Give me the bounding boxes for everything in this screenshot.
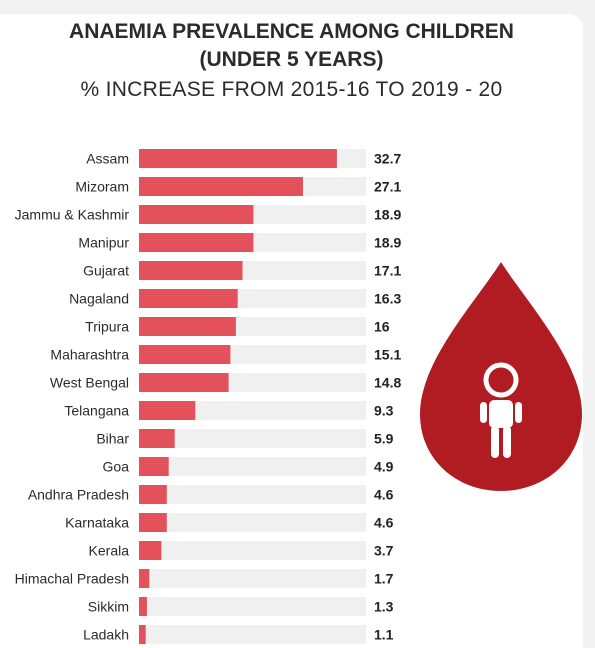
value-label: 3.7	[374, 543, 394, 559]
category-label: Tripura	[85, 319, 129, 335]
value-label: 4.6	[374, 515, 394, 531]
category-label: Manipur	[78, 235, 129, 251]
child-right-arm	[515, 402, 522, 423]
child-right-leg	[503, 426, 511, 458]
category-label: Jammu & Kashmir	[15, 207, 130, 223]
category-label: Andhra Pradesh	[28, 487, 129, 503]
bar	[139, 289, 238, 308]
category-label: West Bengal	[50, 375, 129, 391]
category-label: Gujarat	[83, 263, 129, 279]
bar	[139, 485, 167, 504]
bar	[139, 513, 167, 532]
bar	[139, 597, 147, 616]
chart-subtitle: % INCREASE FROM 2015-16 TO 2019 - 20	[80, 78, 503, 101]
value-label: 14.8	[374, 375, 401, 391]
bar-track	[139, 485, 366, 504]
bar	[139, 541, 162, 560]
value-label: 1.1	[374, 627, 394, 643]
category-label: Himachal Pradesh	[15, 571, 129, 587]
bar-track	[139, 569, 366, 588]
category-label: Telangana	[64, 403, 129, 419]
bar-track	[139, 401, 366, 420]
category-label: Kerala	[89, 543, 130, 559]
value-label: 5.9	[374, 431, 394, 447]
chart-title-line2: (UNDER 5 YEARS)	[199, 48, 384, 71]
value-label: 32.7	[374, 151, 401, 167]
category-label: Maharashtra	[50, 347, 129, 363]
child-body	[489, 400, 513, 428]
bar	[139, 625, 146, 644]
value-label: 1.3	[374, 599, 394, 615]
value-label: 18.9	[374, 235, 401, 251]
bar	[139, 233, 254, 252]
bar-track	[139, 429, 366, 448]
value-label: 16	[374, 319, 390, 335]
bar	[139, 457, 169, 476]
category-label: Bihar	[96, 431, 129, 447]
bar	[139, 373, 229, 392]
blood-drop-child-icon	[420, 262, 582, 491]
bar	[139, 401, 196, 420]
bar	[139, 205, 254, 224]
value-label: 27.1	[374, 179, 401, 195]
child-left-arm	[480, 402, 487, 423]
category-label: Assam	[86, 151, 129, 167]
blood-drop-shape	[420, 262, 582, 491]
category-label: Ladakh	[83, 627, 129, 643]
bar-track	[139, 457, 366, 476]
bar	[139, 345, 231, 364]
bar-track	[139, 625, 366, 644]
value-label: 15.1	[374, 347, 401, 363]
bar-track	[139, 597, 366, 616]
bar	[139, 149, 337, 168]
bar	[139, 177, 303, 196]
category-label: Sikkim	[88, 599, 129, 615]
child-left-leg	[491, 426, 499, 458]
value-label: 16.3	[374, 291, 401, 307]
value-label: 9.3	[374, 403, 394, 419]
bar-track	[139, 541, 366, 560]
category-label: Karnataka	[65, 515, 129, 531]
bar	[139, 261, 243, 280]
value-label: 18.9	[374, 207, 401, 223]
value-label: 1.7	[374, 571, 394, 587]
bar-track	[139, 513, 366, 532]
category-label: Goa	[103, 459, 130, 475]
child-head	[483, 362, 519, 398]
chart-title-line1: ANAEMIA PREVALENCE AMONG CHILDREN	[69, 20, 514, 43]
category-label: Nagaland	[69, 291, 129, 307]
value-label: 17.1	[374, 263, 401, 279]
value-label: 4.6	[374, 487, 394, 503]
value-label: 4.9	[374, 459, 394, 475]
bar	[139, 569, 150, 588]
bar	[139, 317, 236, 336]
category-label: Mizoram	[75, 179, 129, 195]
bar	[139, 429, 175, 448]
bar-chart: Assam 32.7 Mizoram 27.1 Jammu & Kashmir 18.9 M…	[15, 149, 401, 644]
